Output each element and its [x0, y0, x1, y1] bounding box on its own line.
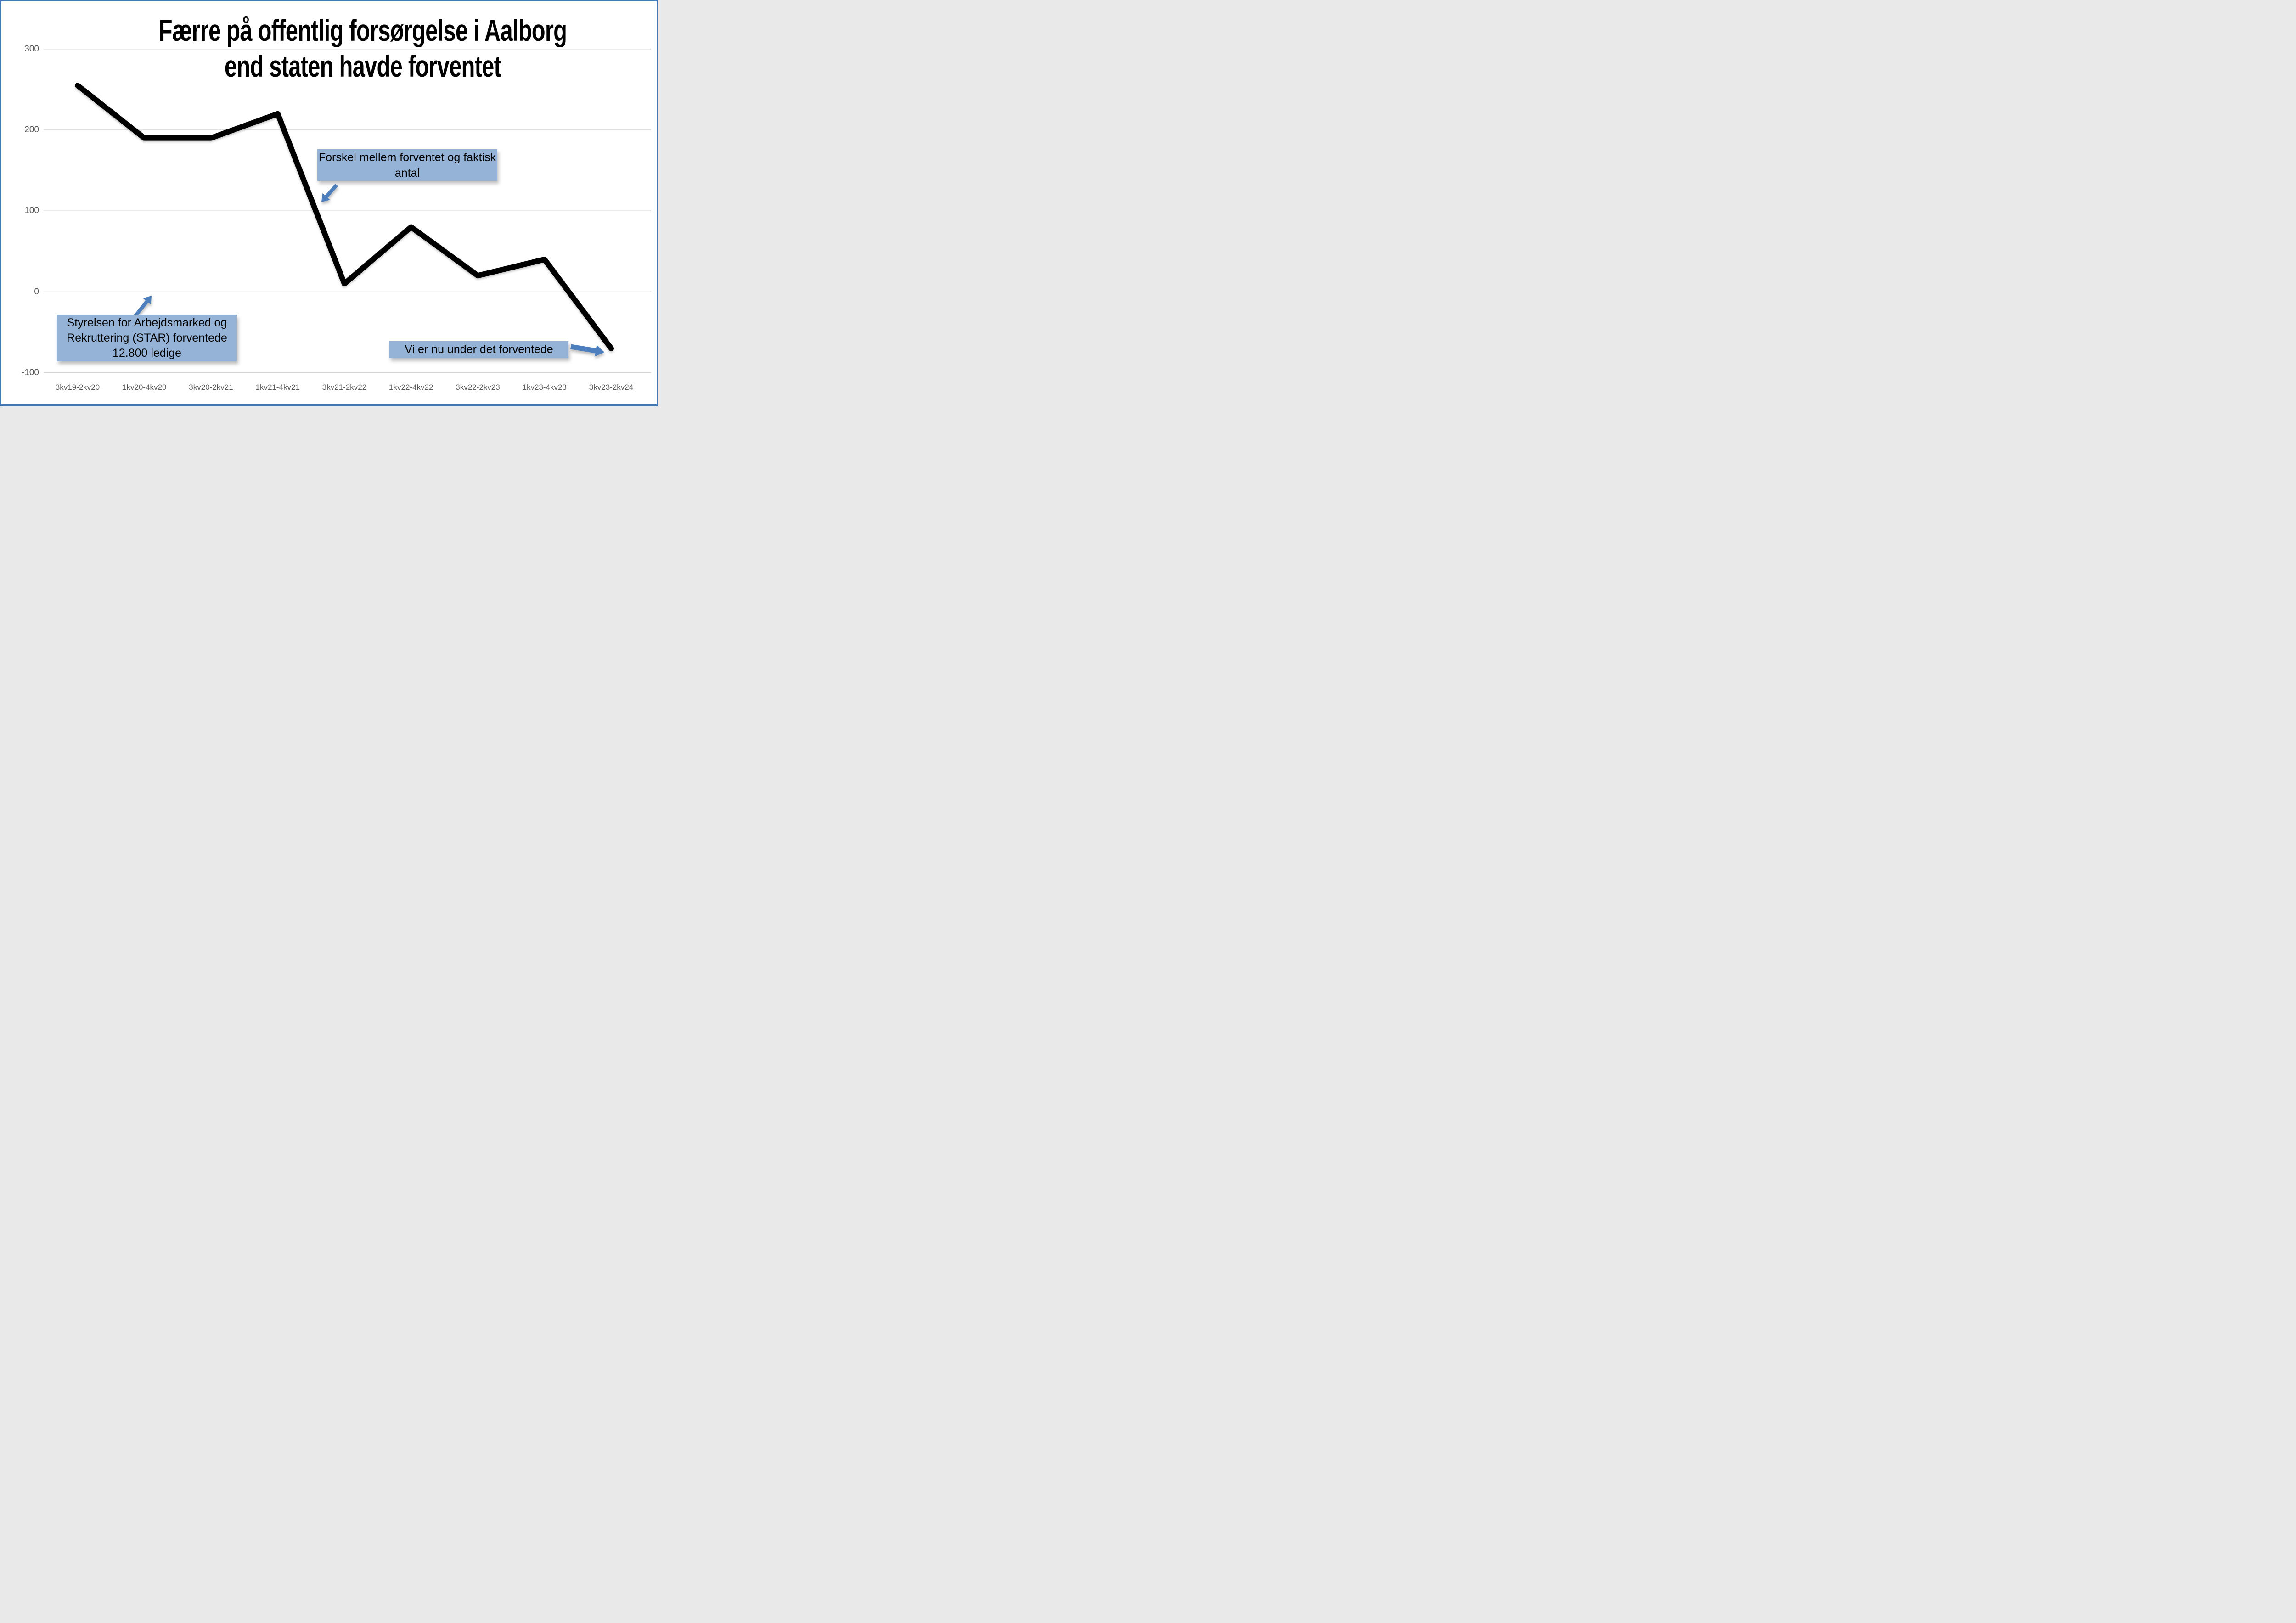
callout-star-text: Styrelsen for Arbejdsmarked og Rekrutter…	[67, 316, 227, 359]
annotation-arrows	[133, 184, 604, 357]
y-tick-label-100: 100	[24, 206, 39, 216]
y-tick-label-300: 300	[24, 44, 39, 54]
chart-plot-area	[44, 48, 651, 373]
arrow-under	[570, 344, 604, 357]
x-tick-label-0: 3kv19-2kv20	[55, 383, 100, 392]
arrow-forskel	[321, 184, 338, 202]
x-tick-label-2: 3kv20-2kv21	[189, 383, 233, 392]
y-tick-label-200: 200	[24, 125, 39, 135]
callout-under: Vi er nu under det forventede	[389, 341, 568, 358]
callout-forskel: Forskel mellem forventet og faktisk anta…	[317, 149, 497, 181]
x-tick-label-3: 1kv21-4kv21	[255, 383, 300, 392]
callout-under-text: Vi er nu under det forventede	[405, 343, 553, 356]
chart-title-line1: Færre på offentlig forsørgelse i Aalborg	[158, 13, 567, 47]
y-tick-label--100: -100	[21, 367, 39, 377]
x-tick-label-7: 1kv23-4kv23	[522, 383, 567, 392]
x-tick-label-1: 1kv20-4kv20	[122, 383, 167, 392]
x-tick-label-4: 3kv21-2kv22	[322, 383, 367, 392]
callout-forskel-text: Forskel mellem forventet og faktisk anta…	[318, 151, 496, 180]
x-tick-label-5: 1kv22-4kv22	[389, 383, 433, 392]
x-tick-label-6: 3kv22-2kv23	[456, 383, 500, 392]
data-line-series	[75, 83, 614, 351]
data-polyline	[75, 83, 614, 351]
y-tick-label-0: 0	[34, 286, 39, 297]
arrow-star	[133, 296, 152, 318]
callout-star: Styrelsen for Arbejdsmarked og Rekrutter…	[57, 315, 237, 361]
x-tick-label-8: 3kv23-2kv24	[589, 383, 634, 392]
chart-title-line2: end staten havde forventet	[224, 49, 501, 83]
slide-canvas: Færre på offentlig forsørgelse i Aalborg…	[0, 0, 658, 406]
chart-title: Færre på offentlig forsørgelse i Aalborg…	[145, 12, 580, 84]
